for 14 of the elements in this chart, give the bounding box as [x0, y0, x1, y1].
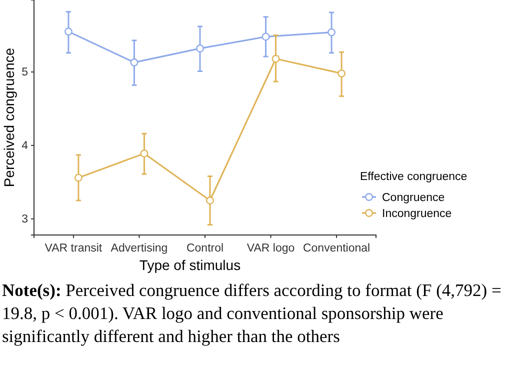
- text: Note(s): Perceived congruence differs according to format (F (4,792) = 19.8, p < 0.001). VAR logo and conventional sponsorship were significantly different and higher than the others: [2, 280, 502, 346]
- x-axis-title: Type of stimulus: [139, 257, 241, 273]
- legend-title: Effective congruence: [360, 171, 468, 183]
- y-tick-label: 3: [22, 214, 28, 226]
- x-tick-label: VAR logo: [246, 242, 295, 254]
- legend-label: Incongruence: [382, 208, 452, 220]
- x-tick-label: VAR transit: [44, 242, 103, 254]
- y-axis-title: Perceived congruence: [1, 48, 17, 188]
- y-tick-label: 5: [22, 66, 28, 79]
- x-tick-label: Conventional: [302, 242, 370, 254]
- y-tick-label: 4: [22, 140, 29, 152]
- x-tick-label: Control: [186, 242, 224, 254]
- legend-label: Congruence: [382, 192, 445, 204]
- x-tick-label: Advertising: [110, 242, 168, 254]
